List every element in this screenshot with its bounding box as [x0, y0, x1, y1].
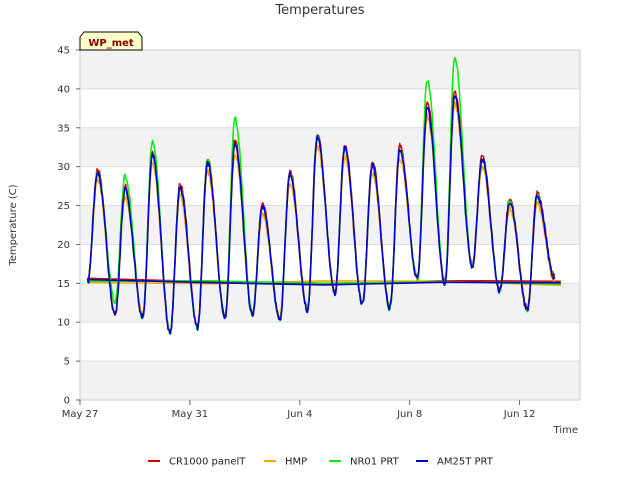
plot-band	[80, 205, 580, 245]
y-tick-label: 5	[64, 357, 70, 368]
x-tick-label: Jun 12	[503, 409, 536, 420]
legend-label: HMP	[285, 457, 307, 468]
legend: CR1000 panelT HMP NR01 PRT AM25T PRT	[148, 457, 494, 468]
series-lines	[86, 56, 561, 335]
plot-band	[80, 50, 580, 89]
x-tick-label: May 27	[62, 409, 99, 420]
y-axis-label: Temperature (C)	[8, 184, 19, 266]
x-tick-label: Jun 4	[286, 409, 312, 420]
plot-frame	[79, 49, 581, 401]
y-tick-label: 40	[57, 84, 70, 95]
badge-box	[79, 31, 143, 51]
y-tick-label: 0	[64, 396, 70, 407]
y-tick-label: 15	[57, 279, 70, 290]
plot-band	[80, 127, 580, 167]
x-tick-label: May 31	[172, 409, 209, 420]
x-axis-label: Time	[553, 425, 578, 436]
y-tick-label: 45	[57, 46, 70, 57]
x-axis-ticks: May 27 May 31 Jun 4 Jun 8 Jun 12	[62, 400, 536, 420]
legend-label: NR01 PRT	[350, 457, 400, 468]
y-tick-label: 25	[57, 201, 70, 212]
legend-label: CR1000 panelT	[169, 457, 246, 468]
plot-band	[80, 283, 580, 323]
legend-label: AM25T PRT	[437, 457, 494, 468]
y-tick-label: 10	[57, 318, 70, 329]
x-tick-label: Jun 8	[396, 409, 422, 420]
series-line-am25t-prt	[86, 95, 561, 335]
wp-met-badge: WP_met	[79, 31, 143, 51]
y-tick-label: 35	[57, 123, 70, 134]
plot-bands	[80, 50, 580, 400]
y-tick-label: 30	[57, 162, 70, 173]
badge-label: WP_met	[88, 38, 134, 49]
plot-band	[80, 361, 580, 400]
y-tick-label: 20	[57, 240, 70, 251]
y-axis-ticks: 0 5 10 15 20 25 30 35 40 45	[57, 46, 80, 407]
chart-title: Temperatures	[274, 3, 364, 18]
